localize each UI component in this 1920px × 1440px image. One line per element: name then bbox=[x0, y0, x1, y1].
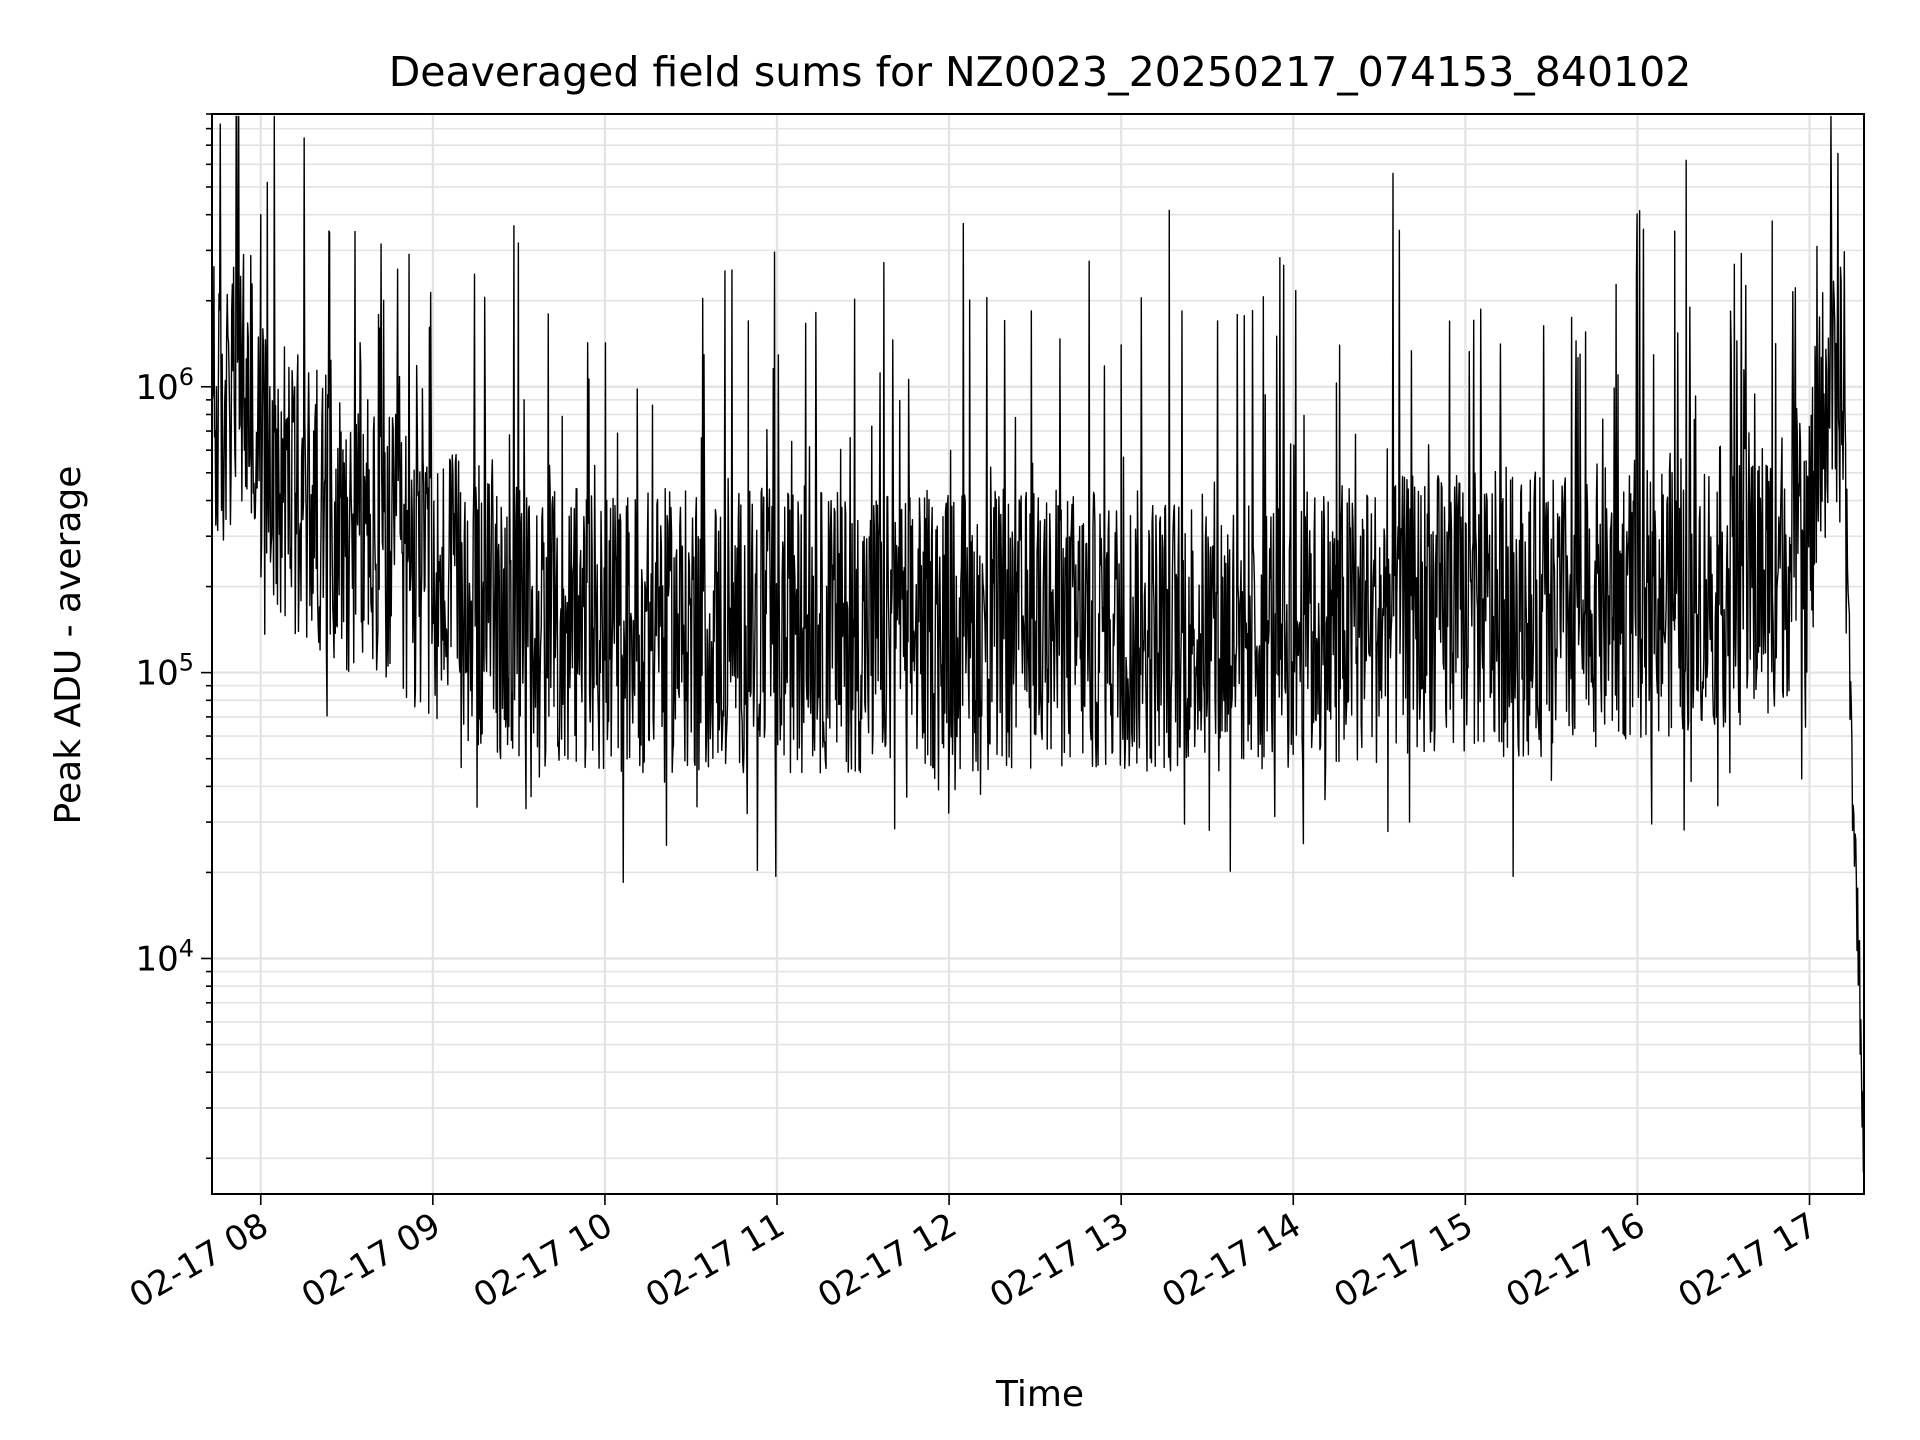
y-tick-label: 106 bbox=[135, 363, 194, 408]
x-axis-label: Time bbox=[995, 1374, 1084, 1415]
series-line-0 bbox=[212, 115, 1864, 1173]
chart-title: Deaveraged field sums for NZ0023_2025021… bbox=[389, 48, 1692, 96]
series-layer bbox=[212, 115, 1864, 1173]
y-tick-label: 105 bbox=[135, 649, 194, 694]
y-axis-label: Peak ADU - average bbox=[48, 466, 89, 825]
plot-frame bbox=[211, 113, 1865, 1195]
y-tick-label: 104 bbox=[135, 934, 194, 979]
